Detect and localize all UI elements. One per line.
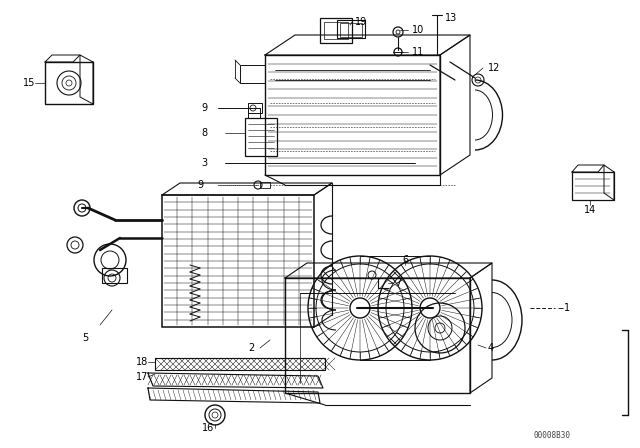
Text: 7: 7 [395, 278, 401, 288]
Bar [320, 18, 352, 43]
Bar [572, 172, 614, 200]
Text: 17: 17 [136, 372, 148, 382]
Text: 6: 6 [402, 255, 408, 265]
Bar [248, 103, 262, 113]
Text: 5: 5 [82, 333, 88, 343]
Bar [248, 108, 260, 118]
Bar [155, 358, 325, 370]
Bar [265, 55, 440, 175]
Text: --1: --1 [558, 303, 571, 313]
Text: 9: 9 [198, 180, 204, 190]
Text: 16: 16 [202, 423, 214, 433]
Text: 11: 11 [412, 47, 424, 57]
Text: 9: 9 [201, 103, 207, 113]
Bar [324, 22, 348, 39]
Text: 00008B30: 00008B30 [534, 431, 570, 439]
Text: 13: 13 [445, 13, 457, 23]
Bar [240, 65, 265, 83]
Text: 2: 2 [248, 343, 254, 353]
Bar [260, 182, 270, 188]
Text: 15: 15 [22, 78, 35, 88]
Bar [45, 62, 93, 104]
Text: 10: 10 [412, 25, 424, 35]
Text: 4: 4 [488, 343, 494, 353]
Text: 8: 8 [201, 128, 207, 138]
Bar [337, 20, 365, 38]
Bar [102, 268, 127, 283]
Bar [162, 195, 314, 327]
Text: 19: 19 [355, 17, 367, 27]
Text: 18: 18 [136, 357, 148, 367]
Bar [340, 23, 362, 37]
Bar [285, 278, 470, 393]
Text: 14: 14 [584, 205, 596, 215]
Text: 3: 3 [201, 158, 207, 168]
Bar [245, 118, 277, 156]
Text: 12: 12 [488, 63, 500, 73]
